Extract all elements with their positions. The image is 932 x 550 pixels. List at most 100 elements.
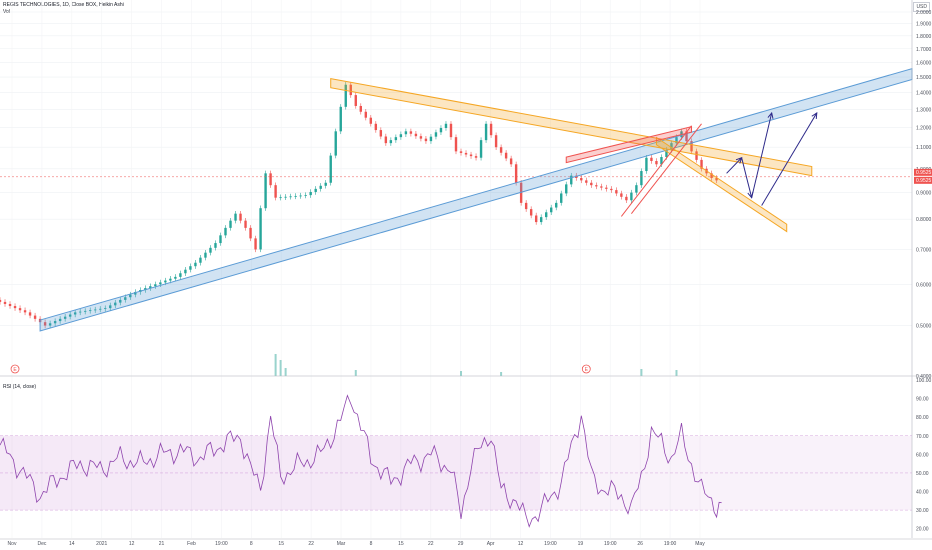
time-tick-label: 26	[637, 541, 643, 547]
rsi-tick-label: 70.00	[916, 434, 929, 440]
candle-body	[580, 177, 583, 181]
candle-body	[13, 306, 17, 309]
candle-body	[630, 192, 633, 201]
candle-body	[189, 266, 192, 270]
trend-line	[630, 123, 702, 214]
grid	[0, 0, 912, 538]
time-tick-label: 22	[308, 541, 314, 547]
candle-body	[194, 262, 197, 267]
chart-title: REGIS TECHNOLOGIES, 1D, Close BOX, Heiki…	[3, 2, 124, 8]
last-price-label-2: 0.9525	[916, 178, 932, 184]
candle-body	[354, 95, 357, 106]
rsi-tick-label: 40.00	[916, 490, 929, 496]
time-tick-label: 19:00	[664, 541, 677, 547]
candle-body	[3, 301, 7, 304]
candle-body	[23, 310, 27, 313]
price-tick-label: 2.0000	[916, 10, 932, 16]
candle-body	[18, 308, 22, 311]
candle-body	[605, 187, 608, 189]
rsi-tick-label: 80.00	[916, 415, 929, 421]
candle-body	[565, 184, 568, 194]
candle-body	[409, 131, 413, 134]
candle-body	[620, 193, 623, 197]
candle-body	[234, 213, 237, 221]
candle-body	[479, 140, 483, 158]
candle-body	[33, 315, 37, 319]
candle-body	[324, 182, 327, 186]
candle-body	[184, 269, 187, 274]
candle-body	[364, 111, 368, 118]
volume-bar	[640, 369, 643, 376]
candle-body	[625, 196, 628, 201]
candle-body	[239, 213, 242, 221]
candle-body	[164, 280, 167, 283]
drawings[interactable]	[0, 67, 913, 332]
time-tick-label: 8	[370, 541, 373, 547]
candle-body	[504, 152, 508, 159]
candle-body	[600, 186, 603, 188]
candle-body	[359, 105, 362, 112]
candle-body	[444, 123, 448, 129]
time-tick-label: 15	[398, 541, 404, 547]
candle-body	[544, 212, 548, 218]
earnings-marker	[10, 364, 20, 374]
candle-body	[484, 123, 488, 141]
volume-bar	[274, 354, 277, 376]
projection-arrow-head	[811, 111, 818, 119]
candle-body	[474, 156, 478, 158]
candle-body	[349, 84, 352, 96]
rsi-band-future	[540, 435, 912, 511]
price-tick-label: 1.5000	[916, 75, 932, 81]
candle-body	[534, 215, 538, 223]
price-tick-label: 1.6000	[916, 60, 932, 66]
price-tick-label: 1.3000	[916, 107, 932, 113]
candle-body	[374, 123, 378, 131]
price-tick-label: 0.4000	[916, 374, 932, 380]
candle-body	[284, 196, 287, 198]
candle-body	[169, 278, 172, 281]
candle-body	[640, 171, 643, 186]
candle-body	[109, 305, 112, 309]
candle-body	[424, 138, 428, 142]
candle-body	[329, 155, 332, 183]
candle-body	[489, 123, 493, 136]
time-tick-label: Nov	[8, 541, 17, 547]
candle-body	[655, 160, 658, 165]
candle-body	[0, 299, 2, 302]
candle-body	[555, 202, 558, 208]
candle-body	[700, 159, 703, 169]
candle-body	[254, 238, 257, 250]
candle-body	[309, 191, 312, 196]
time-tick-label: Dec	[37, 541, 46, 547]
candle-body	[570, 175, 573, 185]
candle-body	[389, 140, 393, 144]
candle-body	[43, 322, 47, 326]
projection-arrow	[741, 157, 753, 198]
candle-body	[695, 151, 698, 160]
projection-arrow	[726, 157, 742, 174]
candle-body	[114, 302, 117, 306]
candle-body	[715, 177, 718, 181]
candle-body	[134, 291, 137, 295]
time-tick-label: 2021	[96, 541, 107, 547]
candle-body	[645, 157, 648, 172]
last-price-badge-2	[914, 176, 932, 184]
time-tick-label: 22	[428, 541, 434, 547]
candle-body	[289, 196, 292, 198]
volume-bar	[279, 360, 282, 376]
candle-body	[264, 173, 267, 209]
candle-body	[58, 318, 62, 322]
rsi-line	[0, 394, 722, 528]
price-tick-label: 1.8000	[916, 34, 932, 40]
candle-body	[319, 185, 322, 189]
currency-badge[interactable]: USD	[913, 2, 930, 12]
candle-body	[650, 157, 653, 161]
candle-body	[53, 321, 57, 324]
candle-body	[68, 314, 72, 317]
candle-body	[304, 195, 307, 196]
candle-body	[635, 185, 638, 193]
price-tick-label: 1.2000	[916, 126, 932, 132]
price-tick-label: 1.4000	[916, 91, 932, 97]
